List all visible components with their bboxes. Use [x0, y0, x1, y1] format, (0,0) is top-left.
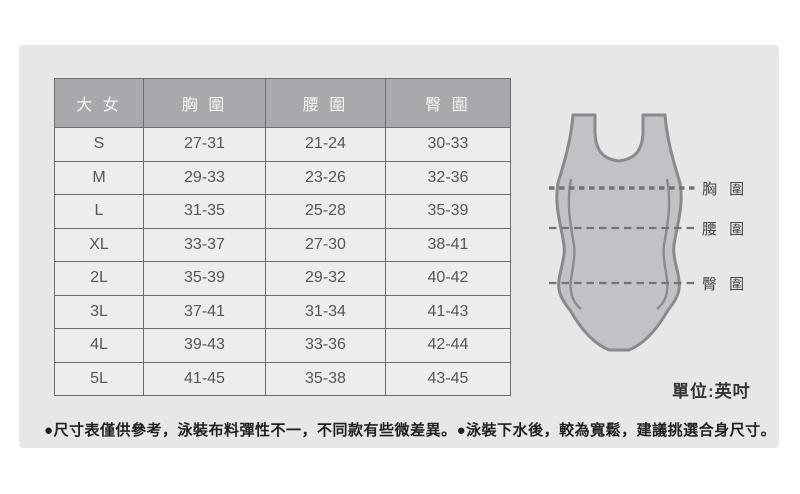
table-row: 2L 35-39 29-32 40-42: [54, 261, 511, 296]
size-cell: 4L: [54, 328, 144, 363]
size-cell: M: [54, 160, 144, 195]
hip-cell: 38-41: [385, 227, 511, 262]
table-header-row: 大 女 胸 圍 腰 圍 臀 圍: [54, 78, 511, 128]
chest-cell: 27-31: [143, 127, 266, 162]
size-table: 大 女 胸 圍 腰 圍 臀 圍 S 27-31 21-24 30-33 M 29…: [54, 78, 511, 396]
waist-cell: 25-28: [265, 194, 386, 229]
chest-cell: 41-45: [143, 361, 266, 396]
chest-cell: 29-33: [143, 160, 266, 195]
header-waist: 腰 圍: [265, 78, 386, 128]
waist-cell: 27-30: [265, 227, 386, 262]
waist-cell: 31-34: [265, 294, 386, 329]
chest-cell: 35-39: [143, 261, 266, 296]
hip-cell: 35-39: [385, 194, 511, 229]
table-row: M 29-33 23-26 32-36: [54, 160, 511, 195]
chest-cell: 39-43: [143, 328, 266, 363]
hip-cell: 43-45: [385, 361, 511, 396]
size-cell: 2L: [54, 261, 144, 296]
size-cell: L: [54, 194, 144, 229]
table-row: 3L 37-41 31-34 41-43: [54, 294, 511, 329]
note-sizing-reference: ●尺寸表僅供參考，泳裝布料彈性不一，不同款有些微差異。: [44, 422, 457, 439]
header-size: 大 女: [54, 78, 144, 128]
unit-label: 單位:英吋: [672, 382, 751, 401]
right-seam-line: [656, 178, 671, 310]
hip-cell: 30-33: [385, 127, 511, 162]
note-fit-advice: ●泳裝下水後，較為寬鬆，建議挑選合身尺寸。: [456, 422, 777, 439]
footer-notes: ●尺寸表僅供參考，泳裝布料彈性不一，不同款有些微差異。 ●泳裝下水後，較為寬鬆，…: [19, 419, 779, 440]
header-hip: 臀 圍: [385, 78, 511, 128]
size-cell: 5L: [54, 361, 144, 396]
hip-cell: 32-36: [385, 160, 511, 195]
waist-cell: 23-26: [265, 160, 386, 195]
hip-label: 臀 圍: [702, 276, 748, 293]
swimsuit-illustration: [555, 113, 683, 352]
size-cell: S: [54, 127, 144, 162]
size-cell: XL: [54, 227, 144, 262]
waist-label: 腰 圍: [702, 221, 748, 238]
table-row: L 31-35 25-28 35-39: [54, 194, 511, 229]
chest-cell: 37-41: [143, 294, 266, 329]
size-chart-panel: 大 女 胸 圍 腰 圍 臀 圍 S 27-31 21-24 30-33 M 29…: [19, 45, 779, 448]
table-row: XL 33-37 27-30 38-41: [54, 227, 511, 262]
waist-cell: 33-36: [265, 328, 386, 363]
hip-cell: 40-42: [385, 261, 511, 296]
header-chest: 胸 圍: [143, 78, 266, 128]
left-seam-line: [567, 178, 582, 310]
swimsuit-diagram: 胸 圍 腰 圍 臀 圍: [549, 113, 748, 352]
hip-cell: 42-44: [385, 328, 511, 363]
waist-cell: 21-24: [265, 127, 386, 162]
table-row: S 27-31 21-24 30-33: [54, 127, 511, 162]
table-row: 5L 41-45 35-38 43-45: [54, 361, 511, 396]
chest-cell: 33-37: [143, 227, 266, 262]
waist-cell: 35-38: [265, 361, 386, 396]
swimsuit-body: [555, 113, 683, 352]
chest-label: 胸 圍: [702, 181, 748, 198]
waist-cell: 29-32: [265, 261, 386, 296]
table-row: 4L 39-43 33-36 42-44: [54, 328, 511, 363]
chest-cell: 31-35: [143, 194, 266, 229]
size-cell: 3L: [54, 294, 144, 329]
hip-cell: 41-43: [385, 294, 511, 329]
